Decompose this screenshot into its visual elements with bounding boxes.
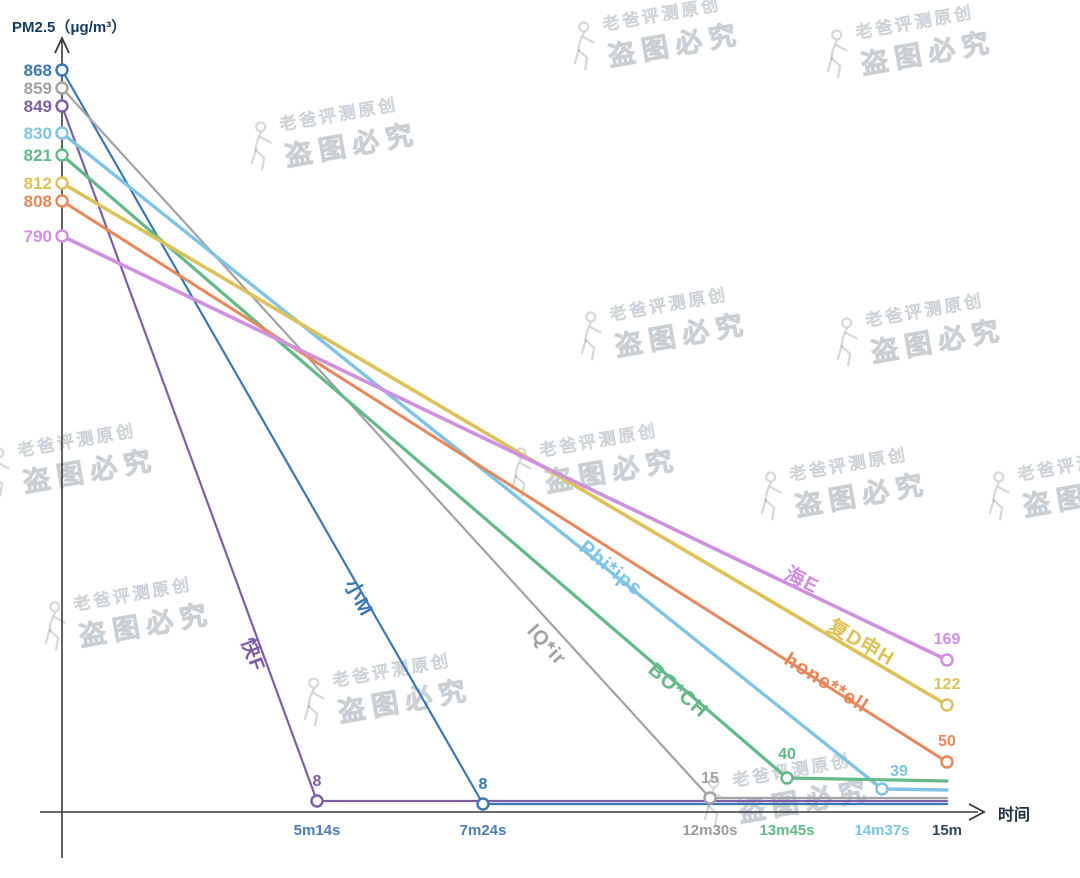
x-axis-title: 时间 (998, 807, 1031, 824)
end-value-label-0: 8 (479, 776, 488, 793)
y-axis-title: PM2.5（μg/m³） (12, 19, 127, 36)
series-name-label-2: 快F (236, 634, 270, 674)
series-line-6 (60, 199, 949, 764)
end-value-label-2: 8 (313, 773, 322, 790)
end-value-label-7: 169 (934, 631, 961, 648)
series-marker-2 (55, 99, 69, 113)
start-value-label-7: 790 (24, 227, 52, 246)
x-tick-label-0: 5m14s (294, 822, 341, 839)
series-name-label-6: hone**ell (780, 649, 872, 718)
series-line-5 (60, 181, 949, 707)
series-name-label-4: BO*CH (644, 659, 713, 723)
end-value-label-4: 40 (778, 746, 796, 763)
series-line-7 (60, 234, 949, 662)
series-marker-0 (476, 797, 490, 811)
x-axis-arrow-icon (968, 803, 986, 821)
series-name-label-5: 复D申H (823, 613, 899, 671)
series-marker-2 (310, 794, 324, 808)
start-value-label-1: 859 (24, 79, 52, 98)
start-value-label-2: 849 (24, 97, 52, 116)
end-value-label-5: 122 (934, 676, 961, 693)
series-name-label-1: IQ*ir (522, 620, 570, 670)
x-tick-label-1: 7m24s (460, 822, 507, 839)
series-marker-4 (55, 148, 69, 162)
series-name-label-0: 小M (339, 575, 378, 620)
series-marker-5 (55, 176, 69, 190)
series-line-0 (60, 68, 949, 806)
series-name-label-3: Phi*ips (575, 536, 647, 600)
series-marker-5 (940, 698, 954, 712)
series-marker-4 (780, 771, 794, 785)
x-tick-label-3: 13m45s (759, 822, 814, 839)
x-tick-label-4: 14m37s (854, 822, 909, 839)
series-name-label-7: 海E (781, 561, 823, 598)
series-marker-7 (940, 653, 954, 667)
series-marker-7 (55, 229, 69, 243)
series-marker-1 (703, 791, 717, 805)
y-axis-arrow-icon (54, 35, 70, 54)
end-value-label-6: 50 (938, 733, 956, 750)
series-marker-6 (55, 194, 69, 208)
start-value-label-6: 808 (24, 192, 52, 211)
series-marker-0 (55, 63, 69, 77)
start-value-label-3: 830 (24, 124, 52, 143)
series-line-2 (60, 104, 949, 803)
end-value-label-3: 39 (890, 763, 908, 780)
series-marker-3 (875, 782, 889, 796)
x-tick-label-5: 15m (932, 822, 962, 839)
series-marker-3 (55, 126, 69, 140)
series-line-3 (60, 131, 949, 792)
series-marker-1 (55, 81, 69, 95)
start-value-label-4: 821 (24, 146, 52, 165)
start-value-label-5: 812 (24, 174, 52, 193)
end-value-label-1: 15 (701, 770, 719, 787)
x-tick-label-2: 12m30s (682, 822, 737, 839)
series-marker-6 (940, 755, 954, 769)
start-value-label-0: 868 (24, 61, 52, 80)
